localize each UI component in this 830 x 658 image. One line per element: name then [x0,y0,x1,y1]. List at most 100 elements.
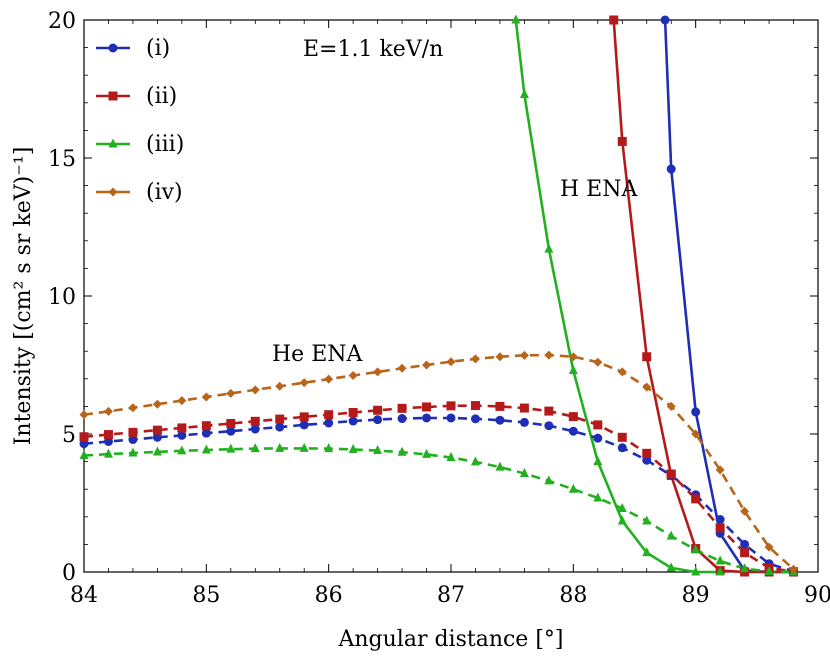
circle-marker [740,539,750,549]
circle-marker [666,164,676,174]
square-marker [470,401,480,411]
diamond-marker [79,410,89,420]
ticks-group [83,19,819,573]
circle-marker [250,424,260,434]
circle-marker [519,417,529,427]
diamond-marker [470,354,480,364]
circle-marker [324,418,334,428]
square-marker [740,548,750,558]
triangle-marker [617,515,627,525]
diamond-marker [348,370,358,380]
diamond-marker [617,367,627,377]
triangle-marker [299,442,309,452]
legend: (i) (ii) (iii) (iv) [96,36,184,205]
y-axis-label: Intensity [(cm² s sr keV)⁻¹] [11,147,36,446]
diamond-marker [201,392,211,402]
circle-marker [79,439,89,449]
x-tick-labels: 84 85 86 87 88 89 90 [70,583,830,608]
y-tick-labels: 0 5 10 15 20 [48,9,76,586]
triangle-marker [568,365,578,375]
circle-marker [397,414,407,424]
circle-marker [544,421,554,431]
triangle-marker [201,444,211,454]
triangle-marker [373,445,383,455]
square-marker [103,430,113,440]
square-marker [544,406,554,416]
triangle-marker [226,443,236,453]
diamond-marker [422,360,432,370]
legend-label: (iv) [146,180,183,205]
diamond-marker [299,378,309,388]
triangle-marker [593,492,603,502]
triangle-marker [511,14,521,24]
diamond-marker [642,382,652,392]
triangle-marker [250,443,260,453]
diamond-marker [544,350,554,360]
triangle-marker [348,443,358,453]
circle-marker [201,428,211,438]
square-marker [177,423,187,433]
triangle-marker [397,446,407,456]
triangle-marker [128,447,138,457]
square-marker [422,402,432,412]
triangle-marker [740,563,750,573]
circle-marker [348,416,358,426]
h-ena-line-i [663,19,794,574]
circle-marker [642,455,652,465]
diamond-marker [691,429,701,439]
circle-marker [470,414,480,424]
triangle-marker [152,446,162,456]
square-marker [715,523,725,533]
square-marker [275,414,285,424]
square-marker [519,403,529,413]
square-marker [299,412,309,422]
diamond-marker [519,350,529,360]
diamond-marker [226,388,236,398]
energy-annotation: E=1.1 keV/n [303,37,443,62]
diamond-marker [666,401,676,411]
square-marker [593,420,603,430]
circle-marker [226,426,236,436]
triangle-marker [422,448,432,458]
triangle-marker [666,530,676,540]
triangle-marker [642,547,652,557]
circle-marker [152,432,162,442]
x-tick-label: 89 [682,583,710,608]
y-tick-label: 5 [62,423,76,448]
triangle-marker [519,89,529,99]
h-ena-line-ii [612,19,794,574]
y-tick-label: 15 [48,147,76,172]
legend-label: (iii) [146,132,184,157]
he-ena-annotation: He ENA [272,342,364,367]
circle-marker [108,43,118,53]
circle-marker [446,413,456,423]
triangle-marker [79,450,89,460]
h-ena-line-iii [514,19,721,574]
he-ena-line-i [83,416,794,573]
square-marker [108,91,118,101]
square-marker [691,494,701,504]
square-marker [495,401,505,411]
triangle-marker [470,456,480,466]
triangle-marker [324,443,334,453]
circle-marker [617,443,627,453]
triangle-marker [275,442,285,452]
circle-marker [568,426,578,436]
square-marker [250,416,260,426]
circle-marker [373,415,383,425]
triangle-marker [715,566,725,576]
diamond-marker [324,374,334,384]
triangle-marker [544,475,554,485]
square-marker [128,427,138,437]
diamond-marker [495,352,505,362]
diamond-marker [152,399,162,409]
legend-label: (ii) [146,84,177,109]
diamond-marker [789,564,799,574]
circle-marker [177,430,187,440]
diamond-marker [568,352,578,362]
triangle-marker [568,483,578,493]
x-tick-label: 87 [437,583,465,608]
legend-label: (i) [146,36,170,61]
triangle-marker [691,544,701,554]
